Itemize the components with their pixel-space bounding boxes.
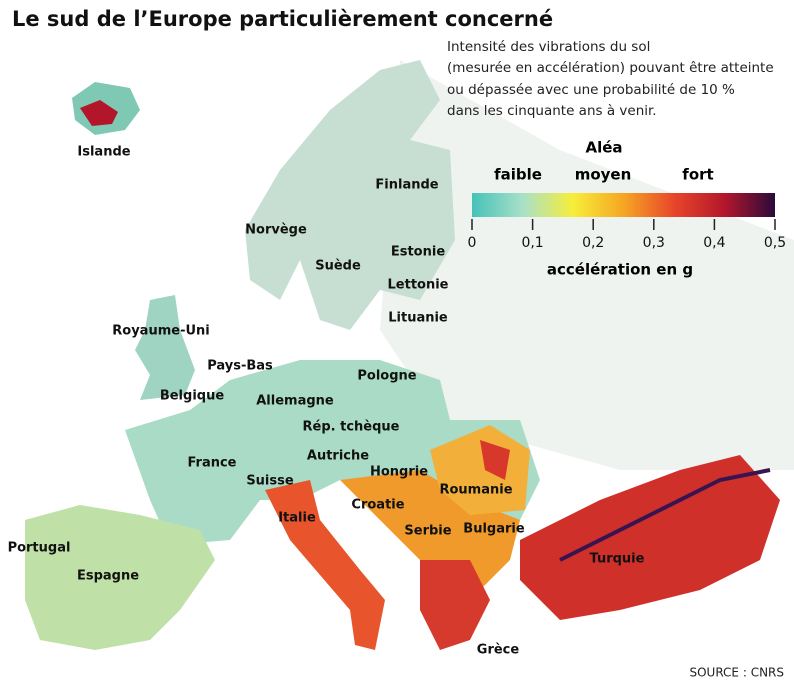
country-label: Lituanie xyxy=(388,311,448,326)
country-label: Pologne xyxy=(357,369,416,384)
uk xyxy=(135,295,195,400)
country-label: Italie xyxy=(278,511,316,526)
description-line: ou dépassée avec une probabilité de 10 % xyxy=(447,82,735,98)
country-label: Roumanie xyxy=(439,483,512,498)
romania xyxy=(430,425,530,515)
country-label: Grèce xyxy=(477,643,520,658)
tick-label: 0,4 xyxy=(703,235,725,251)
country-labels: Islande Finlande Norvège Suède Estonie L… xyxy=(8,145,645,658)
legend-title: Aléa xyxy=(585,139,622,157)
legend-level: faible xyxy=(494,166,542,184)
romania-hot xyxy=(480,440,510,480)
country-label: France xyxy=(187,456,236,471)
iberia xyxy=(25,505,215,650)
country-label: Croatie xyxy=(351,498,404,513)
country-label: Hongrie xyxy=(370,465,428,480)
country-label: Royaume-Uni xyxy=(112,324,209,339)
country-label: Norvège xyxy=(245,223,307,238)
tick-label: 0,5 xyxy=(764,235,786,251)
colorbar xyxy=(472,193,775,217)
country-label: Estonie xyxy=(391,245,445,260)
country-label: Portugal xyxy=(8,541,71,556)
country-label: Belgique xyxy=(160,389,225,404)
description-line: Intensité des vibrations du sol xyxy=(447,39,650,55)
country-label: Rép. tchèque xyxy=(303,420,400,435)
country-label: Islande xyxy=(77,145,130,160)
scandinavia xyxy=(245,60,455,330)
country-label: Lettonie xyxy=(388,278,449,293)
land-east xyxy=(380,60,794,470)
legend-level: fort xyxy=(682,166,713,184)
description-line: dans les cinquante ans à venir. xyxy=(447,103,657,119)
title: Le sud de l’Europe particulièrement conc… xyxy=(12,7,553,31)
legend-level: moyen xyxy=(575,166,632,184)
turkey xyxy=(520,455,780,620)
tick-label: 0,3 xyxy=(643,235,665,251)
country-label: Allemagne xyxy=(256,394,334,409)
fault-line xyxy=(559,468,771,562)
land xyxy=(25,60,794,650)
description-line: (mesurée en accélération) pouvant être a… xyxy=(447,60,774,76)
country-label: Serbie xyxy=(404,524,451,539)
scale-label: accélération en g xyxy=(547,261,693,279)
greece xyxy=(420,560,490,650)
country-label: Pays-Bas xyxy=(207,359,273,374)
country-label: Espagne xyxy=(77,569,139,584)
country-label: Suisse xyxy=(246,474,294,489)
italy xyxy=(265,480,385,650)
country-label: Suède xyxy=(315,259,361,274)
description: Intensité des vibrations du sol (mesurée… xyxy=(447,39,774,119)
tick-label: 0 xyxy=(468,235,477,251)
country-label: Bulgarie xyxy=(463,522,525,537)
iceland-hot xyxy=(80,100,118,126)
tick-label: 0,1 xyxy=(521,235,543,251)
tick-label: 0,2 xyxy=(582,235,604,251)
country-label: Autriche xyxy=(307,449,369,464)
country-label: Finlande xyxy=(375,178,438,193)
country-label: Turquie xyxy=(590,552,645,567)
source: SOURCE : CNRS xyxy=(689,666,784,680)
